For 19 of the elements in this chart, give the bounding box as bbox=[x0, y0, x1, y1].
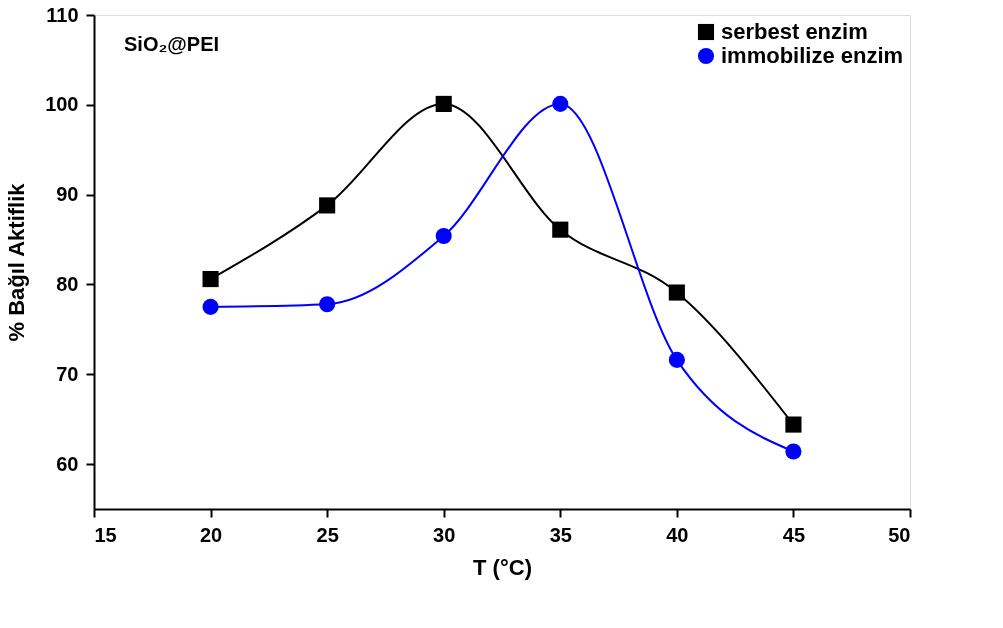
y-tick-label: 60 bbox=[56, 452, 79, 475]
legend-label: immobilize enzim bbox=[721, 43, 904, 68]
x-tick-label: 50 bbox=[888, 523, 911, 546]
y-tick-label: 80 bbox=[56, 272, 79, 295]
y-tick-label: 70 bbox=[56, 362, 79, 385]
x-tick-label: 25 bbox=[316, 523, 339, 546]
x-tick-label: 45 bbox=[782, 523, 806, 546]
y-tick-label: 90 bbox=[56, 183, 79, 206]
annotation: SiO₂@PEI bbox=[124, 33, 220, 55]
x-axis-title: T (°C) bbox=[473, 554, 532, 580]
y-axis-title: % Bağıl Aktiflik bbox=[4, 182, 30, 342]
x-tick-label: 20 bbox=[199, 523, 223, 546]
legend-label: serbest enzim bbox=[721, 19, 868, 44]
x-tick-label: 30 bbox=[433, 523, 456, 546]
y-tick-label: 110 bbox=[46, 3, 79, 26]
x-tick-label: 15 bbox=[94, 523, 117, 546]
y-tick-label: 100 bbox=[45, 93, 79, 116]
x-tick-label: 35 bbox=[549, 523, 572, 546]
x-tick-label: 40 bbox=[666, 523, 689, 546]
